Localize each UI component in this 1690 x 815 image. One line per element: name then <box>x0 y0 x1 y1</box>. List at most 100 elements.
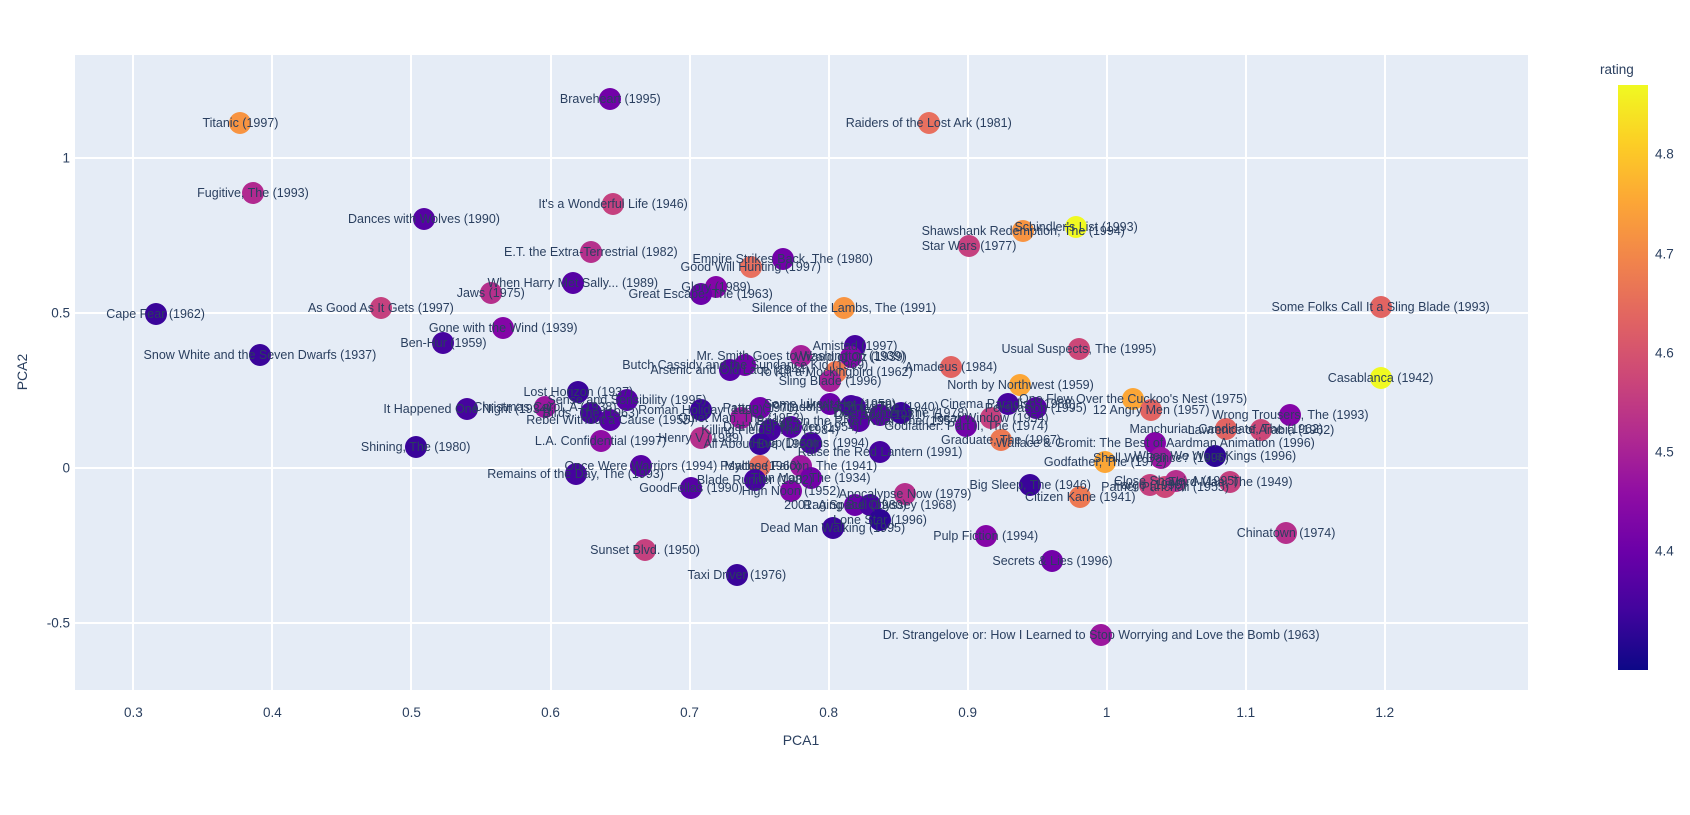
scatter-point[interactable] <box>780 479 803 502</box>
scatter-point[interactable] <box>564 462 587 485</box>
scatter-point[interactable] <box>1215 417 1238 440</box>
scatter-point[interactable] <box>730 407 753 430</box>
gridline-horizontal <box>75 311 1528 314</box>
scatter-point[interactable] <box>629 455 652 478</box>
scatter-point[interactable] <box>743 469 766 492</box>
scatter-point[interactable] <box>1012 219 1035 242</box>
scatter-point[interactable] <box>599 408 622 431</box>
plot-area[interactable]: Braveheart (1995) Titanic (1997) Raiders o… <box>75 55 1528 690</box>
scatter-point[interactable] <box>718 359 741 382</box>
scatter-point[interactable] <box>1122 387 1145 410</box>
scatter-point[interactable] <box>567 381 590 404</box>
scatter-point[interactable] <box>1140 399 1163 422</box>
scatter-point[interactable] <box>144 302 167 325</box>
scatter-point[interactable] <box>1149 447 1172 470</box>
scatter-point[interactable] <box>616 389 638 412</box>
scatter-point[interactable] <box>241 181 264 204</box>
scatter-point[interactable] <box>1279 403 1302 426</box>
scatter-point[interactable] <box>1067 337 1090 360</box>
scatter-point[interactable] <box>974 524 997 547</box>
scatter-point[interactable] <box>869 509 892 532</box>
scatter-point[interactable] <box>780 416 803 439</box>
scatter-point[interactable] <box>689 426 712 449</box>
scatter-point[interactable] <box>1369 367 1392 390</box>
scatter-point[interactable] <box>1204 444 1227 467</box>
scatter-point[interactable] <box>1090 624 1113 647</box>
point-label: Raging Bull (1980) <box>803 497 907 512</box>
scatter-point[interactable] <box>832 297 855 319</box>
scatter-point[interactable] <box>1250 418 1273 441</box>
scatter-point[interactable] <box>404 435 427 458</box>
scatter-point[interactable] <box>1369 296 1392 319</box>
scatter-point[interactable] <box>533 395 556 418</box>
scatter-point[interactable] <box>689 399 712 422</box>
scatter-point[interactable] <box>819 393 841 416</box>
scatter-point[interactable] <box>771 248 794 271</box>
scatter-point[interactable] <box>869 403 892 426</box>
y-tick-label: 0.5 <box>51 305 70 321</box>
scatter-point[interactable] <box>980 407 1003 430</box>
scatter-point[interactable] <box>889 402 912 425</box>
scatter-point[interactable] <box>996 393 1019 416</box>
point-label: Dances with Wolves (1990) <box>348 211 500 226</box>
colorbar-gradient[interactable] <box>1618 85 1648 670</box>
scatter-point[interactable] <box>749 433 772 456</box>
scatter-point[interactable] <box>939 355 962 378</box>
scatter-point[interactable] <box>725 563 748 586</box>
scatter-point[interactable] <box>819 369 841 392</box>
scatter-point[interactable] <box>579 240 602 263</box>
x-tick-label: 0.9 <box>958 705 978 720</box>
scatter-point[interactable] <box>369 297 392 319</box>
scatter-point[interactable] <box>990 429 1013 452</box>
scatter-point[interactable] <box>248 343 271 366</box>
scatter-point[interactable] <box>634 539 657 562</box>
scatter-point[interactable] <box>799 431 822 454</box>
point-label: Big Sleep, The (1946) <box>969 477 1091 492</box>
scatter-point[interactable] <box>689 283 712 306</box>
scatter-point[interactable] <box>1275 522 1298 545</box>
scatter-point[interactable] <box>749 396 772 419</box>
scatter-point[interactable] <box>958 234 981 257</box>
scatter-point[interactable] <box>1094 451 1117 474</box>
scatter-point[interactable] <box>412 208 435 231</box>
point-label: Godfather, The (1972) <box>1043 454 1167 469</box>
scatter-point[interactable] <box>599 88 622 111</box>
scatter-point[interactable] <box>894 483 917 506</box>
point-label: E.T. the Extra-Terrestrial (1982) <box>504 244 678 259</box>
scatter-point[interactable] <box>821 517 844 540</box>
scatter-point[interactable] <box>955 415 978 438</box>
point-label: Snow White and the Seven Dwarfs (1937) <box>143 347 377 362</box>
scatter-point[interactable] <box>1019 474 1042 497</box>
scatter-point[interactable] <box>1024 396 1047 419</box>
scatter-point[interactable] <box>1041 550 1064 573</box>
scatter-point[interactable] <box>1065 216 1088 239</box>
scatter-point[interactable] <box>1009 373 1032 396</box>
scatter-point[interactable] <box>789 345 812 368</box>
point-label: Arsenic and Old Lace (1944) <box>650 362 810 377</box>
scatter-point[interactable] <box>492 316 515 339</box>
scatter-point[interactable] <box>229 111 252 134</box>
scatter-point[interactable] <box>479 281 502 304</box>
scatter-point[interactable] <box>679 477 702 500</box>
point-label: Psycho (1960) <box>720 458 801 473</box>
scatter-point[interactable] <box>589 430 612 453</box>
scatter-point[interactable] <box>1069 486 1092 509</box>
scatter-point[interactable] <box>839 345 862 368</box>
scatter-point[interactable] <box>602 192 625 215</box>
scatter-point[interactable] <box>1165 470 1188 493</box>
scatter-point[interactable] <box>1219 470 1242 493</box>
point-label: Some Like It Hot (1959) <box>763 396 897 411</box>
scatter-point[interactable] <box>561 271 584 294</box>
scatter-point[interactable] <box>917 111 940 134</box>
scatter-point[interactable] <box>739 256 762 279</box>
scatter-point[interactable] <box>799 466 822 489</box>
point-label: Great Escape, The (1963) <box>628 287 773 302</box>
point-label: Lawrence of Arabia (1962) <box>1187 422 1335 437</box>
scatter-point[interactable] <box>432 332 455 355</box>
scatter-point[interactable] <box>579 402 602 425</box>
scatter-point[interactable] <box>456 398 479 421</box>
point-label: Rear Window (1954) <box>933 410 1049 425</box>
scatter-point[interactable] <box>869 440 892 463</box>
scatter-point[interactable] <box>848 409 871 432</box>
point-label: Star Wars (1977) <box>921 238 1017 253</box>
